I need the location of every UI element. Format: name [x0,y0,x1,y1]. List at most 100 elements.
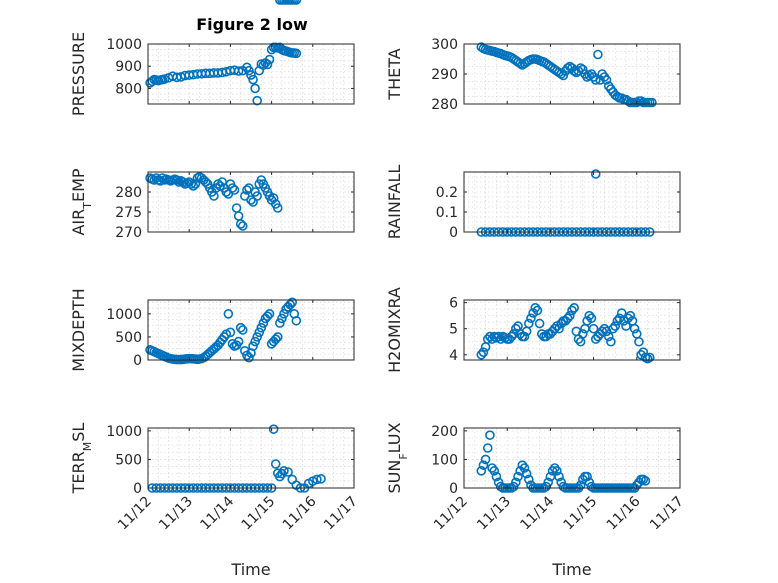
y-tick-label: 800 [115,81,142,97]
data-point [511,477,521,488]
axes-pressure: 800 900 1000 PRESSURE [69,32,355,116]
y-tick-label: 200 [431,424,458,440]
y-tick-label: 1000 [106,424,142,440]
data-point [237,221,248,231]
axes-sun-flux: 0 100 200 11/12 11/13 11/14 11/15 11/16 11/17 SUN… [385,422,687,579]
data-point [235,219,246,229]
x-axis-label: Time [551,560,591,579]
y-tick-label: 5 [449,322,458,338]
y-tick-label: 0 [133,353,142,369]
y-tick-label: 500 [115,452,142,468]
data-point [244,65,254,76]
data-point [233,336,244,347]
data-point [534,318,545,329]
data-point [227,183,238,193]
data-point [262,311,273,321]
axes-frame [147,299,355,361]
y-tick-label: 900 [115,59,142,75]
data-point [316,474,326,484]
data-point [638,347,649,357]
data-point [523,318,534,329]
data-point [582,471,592,482]
y-tick-label: 290 [431,67,458,83]
data-point [519,331,530,342]
axes-frame [463,171,681,233]
axes-frame [147,427,355,489]
data-point [256,322,267,333]
data-point [530,303,541,313]
data-point [252,332,262,342]
axes-background [148,428,354,488]
data-point [532,305,543,316]
axes-terr-msl: 0 500 1000 11/12 11/13 11/14 11/15 11/16 11/17 TE… [69,423,361,579]
data-point [647,97,657,108]
data-point [240,345,250,356]
data-point [244,352,254,363]
data-point [612,316,623,326]
data-point [586,313,597,324]
data-point [478,347,489,357]
data-point [588,323,599,334]
data-point [508,329,519,339]
data-point [229,185,240,195]
y-tick-label: 6 [449,296,458,312]
data-point [476,466,487,476]
data-point [248,74,258,85]
data-point [291,48,302,59]
data-point [233,66,244,76]
data-point [270,334,281,345]
x-axis-label: Time [230,560,270,579]
data-point [543,477,554,488]
data-point [491,471,502,482]
data-point [603,331,614,342]
data-point [606,336,616,347]
data-point [629,323,640,334]
y-axis-label: PRESSURE [69,32,88,116]
data-point [248,341,258,351]
data-point [252,95,262,106]
x-tick-label: 11/15 [239,494,279,534]
data-point [567,305,577,316]
data-point [285,299,295,310]
data-point [565,310,575,321]
data-point [186,179,197,189]
data-point [277,313,287,324]
axes-air-temp: 270 275 280 AIRTEMP [69,0,355,241]
data-point [188,181,199,191]
data-point [562,313,573,324]
data-point [625,310,636,321]
data-point [485,430,495,440]
data-point [523,474,534,485]
axes-frame [147,43,355,105]
axes-rainfall: 0 0.1 0.2 RAINFALL [385,165,681,241]
y-tick-label: 280 [431,97,458,113]
data-point [590,75,601,85]
data-point [223,309,234,319]
y-axis-label: MIXDEPTH [69,288,88,371]
data-point [569,303,579,313]
data-point [250,83,260,94]
data-point [279,309,289,319]
data-point [608,323,618,334]
data-point [506,331,517,342]
data-point [264,54,275,65]
y-tick-label: 1000 [106,307,142,323]
y-tick-label: 0 [449,481,458,497]
data-point [291,315,302,326]
data-point [554,323,564,334]
data-point [250,336,260,347]
data-point [227,339,238,349]
y-axis-label: THETA [385,48,404,100]
y-tick-label: 500 [115,330,142,346]
data-point [312,474,322,485]
data-point [593,49,603,60]
data-point [225,327,236,338]
data-point [252,191,262,201]
data-point [575,480,586,490]
data-point [495,481,506,492]
data-point [552,466,562,476]
data-point [554,471,564,482]
data-point [246,70,256,80]
data-point [268,193,279,203]
x-tick-label: 11/13 [156,494,196,534]
